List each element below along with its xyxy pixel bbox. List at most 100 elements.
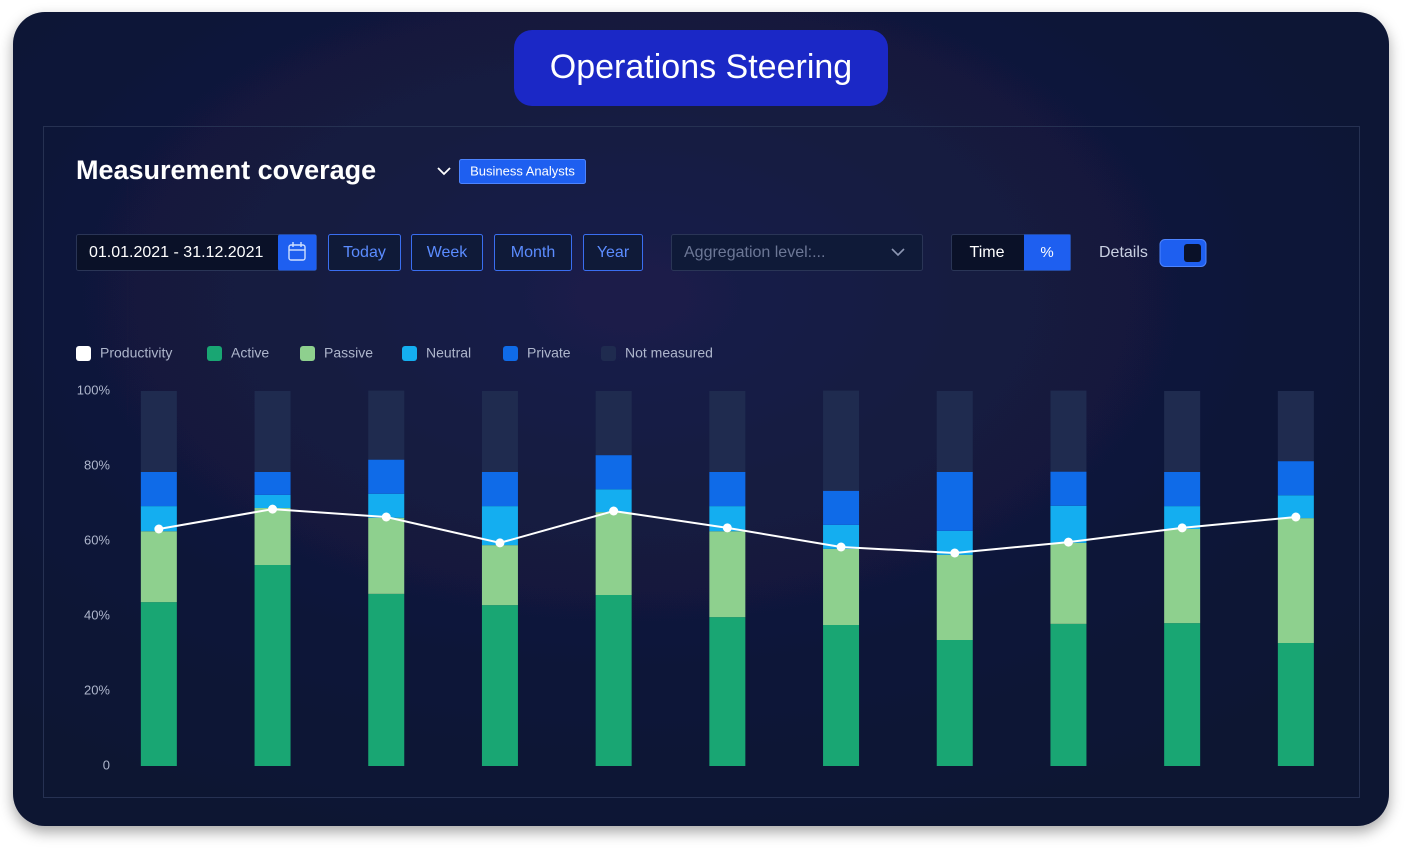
bar-segment <box>595 489 632 513</box>
period-label[interactable]: Year <box>597 244 630 261</box>
y-tick-label: 40% <box>84 607 110 622</box>
date-text: 01.01.2021 - 31.12.2021 <box>89 244 263 261</box>
bar-segment <box>1277 391 1314 462</box>
line-point <box>950 548 960 558</box>
line-point <box>1063 537 1073 547</box>
badge[interactable] <box>459 159 586 184</box>
switch-knob <box>1184 244 1201 262</box>
bar-segment <box>1050 505 1087 543</box>
bar-segment <box>368 593 405 766</box>
line-point <box>268 504 278 514</box>
legend-label[interactable]: Not measured <box>625 345 713 361</box>
line-point <box>154 524 164 534</box>
legend-swatch[interactable] <box>402 346 417 361</box>
bar-segment <box>140 531 177 603</box>
period-button[interactable] <box>494 234 572 271</box>
badge-text: Business Analysts <box>470 163 575 178</box>
aggregation-placeholder: Aggregation level:... <box>684 244 825 261</box>
legend-swatch[interactable] <box>300 346 315 361</box>
bar-segment <box>254 472 291 495</box>
bar-segment <box>709 531 746 618</box>
panel <box>43 126 1360 798</box>
bar-segment <box>1164 529 1201 624</box>
bar-segment <box>1050 471 1087 506</box>
bar-segment <box>254 391 291 472</box>
bar-segment <box>368 390 405 460</box>
y-tick-label: 20% <box>84 682 110 697</box>
bar-segment <box>1277 495 1314 519</box>
bar-segment <box>254 494 291 508</box>
mode-active[interactable] <box>1024 234 1071 271</box>
bar-segment <box>1050 390 1087 472</box>
period-label[interactable]: Week <box>427 244 469 261</box>
bar-segment <box>1277 643 1314 766</box>
legend-label[interactable]: Active <box>231 345 269 361</box>
bar-segment <box>595 512 632 595</box>
line-point <box>381 512 391 522</box>
period-label[interactable]: Month <box>511 244 555 261</box>
legend-label[interactable]: Neutral <box>426 345 471 361</box>
line-point <box>1291 512 1301 522</box>
bar-segment <box>1050 542 1087 624</box>
calendar-button[interactable] <box>278 234 317 271</box>
period-button[interactable] <box>583 234 643 271</box>
panel-title: Measurement coverage <box>76 155 376 185</box>
header-title: Operations Steering <box>550 48 852 86</box>
bar-segment <box>936 472 973 531</box>
period-button[interactable] <box>328 234 401 271</box>
y-tick-label: 80% <box>84 457 110 472</box>
bar-segment <box>481 605 518 766</box>
bar-segment <box>595 391 632 456</box>
period-button[interactable] <box>411 234 483 271</box>
bar-segment <box>1277 461 1314 496</box>
legend-label[interactable]: Passive <box>324 345 373 361</box>
bar-segment <box>823 490 860 525</box>
bar-segment <box>1164 472 1201 507</box>
bar-segment <box>481 472 518 507</box>
bar-segment <box>709 391 746 472</box>
mode-time[interactable]: Time <box>970 244 1005 261</box>
bar-segment <box>140 602 177 766</box>
legend-swatch[interactable] <box>503 346 518 361</box>
bar-segment <box>368 517 405 594</box>
bar-segment <box>936 554 973 640</box>
bar-segment <box>709 617 746 766</box>
y-tick-label: 60% <box>84 532 110 547</box>
bar-segment <box>1164 623 1201 766</box>
line-point <box>495 538 505 548</box>
legend-swatch[interactable] <box>76 346 91 361</box>
chart: 0 20% 40% 60% 80% 100% Productivity Active Passi… <box>76 345 1314 772</box>
period-label[interactable]: Today <box>343 244 386 261</box>
bar-segment <box>254 508 291 565</box>
legend-label[interactable]: Productivity <box>100 345 172 361</box>
bar-segment <box>254 565 291 766</box>
legend-swatch[interactable] <box>207 346 222 361</box>
bar-segment <box>481 391 518 472</box>
bar-segment <box>823 548 860 625</box>
bar-segment <box>1164 391 1201 472</box>
line-point <box>836 542 846 552</box>
legend-label[interactable]: Private <box>527 345 571 361</box>
calendar-icon <box>288 242 306 261</box>
y-tick-label: 0 <box>103 757 110 772</box>
bar-segment <box>823 390 860 491</box>
bar-segment <box>481 545 518 606</box>
bar-segment <box>936 391 973 472</box>
bar-segment <box>823 625 860 766</box>
bar-segment <box>140 391 177 472</box>
bar-segment <box>709 472 746 507</box>
bar-segment <box>1277 518 1314 643</box>
mode-percent[interactable]: % <box>1040 244 1053 261</box>
y-tick-label: 100% <box>77 382 111 397</box>
title-chevron[interactable] <box>437 167 451 176</box>
legend-swatch[interactable] <box>601 346 616 361</box>
dropdown-chevron <box>891 248 905 257</box>
line-point <box>1177 523 1187 533</box>
bar-segment <box>1050 623 1087 766</box>
bar-segment <box>140 472 177 507</box>
aggregation-dropdown[interactable] <box>671 234 923 271</box>
bar-segment <box>936 640 973 766</box>
header-pill <box>514 30 888 106</box>
line-point <box>722 523 732 533</box>
